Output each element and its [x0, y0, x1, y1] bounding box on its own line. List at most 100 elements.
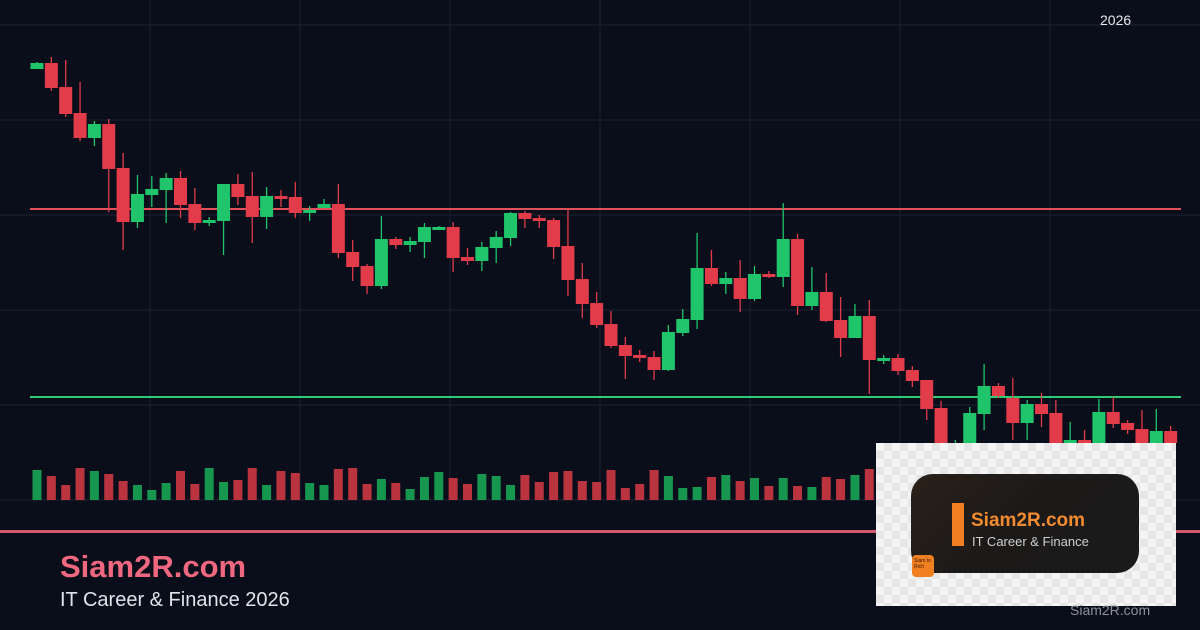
candle-body [805, 292, 819, 306]
volume-bar [147, 490, 157, 500]
candle-body [1164, 431, 1178, 443]
candle-body [44, 63, 58, 88]
volume-bar [276, 471, 286, 500]
logo-card: Siam2R.com IT Career & Finance [911, 474, 1139, 573]
candle-body [1020, 404, 1034, 423]
candle-body [73, 113, 87, 138]
candle-body [260, 196, 274, 217]
volume-bar [549, 472, 559, 500]
candle-body [245, 196, 259, 217]
candle-body [1135, 429, 1149, 443]
candle-body [905, 370, 919, 381]
volume-bar [333, 469, 343, 500]
logo-name: Siam2R.com [971, 510, 1086, 531]
volume-bar [606, 470, 616, 500]
volume-bar [132, 485, 142, 500]
candle-body [1063, 440, 1077, 443]
volume-bar [635, 484, 645, 500]
candle-body [590, 303, 604, 325]
candle-body [604, 324, 618, 346]
volume-bar [434, 472, 444, 500]
candle-body [618, 345, 632, 356]
candle-body [389, 239, 403, 245]
volume-bar [850, 475, 860, 500]
candle-body [561, 246, 575, 280]
volume-bar [721, 475, 731, 500]
candle-body [819, 292, 833, 321]
volume-bar [46, 476, 56, 500]
candle-body [704, 268, 718, 284]
volume-bar [233, 480, 243, 500]
candle-body [647, 357, 661, 370]
volume-bar [592, 482, 602, 500]
candle-body [159, 178, 173, 190]
candle-body [417, 227, 431, 242]
volume-bar [75, 468, 85, 500]
volume-bar [506, 485, 516, 500]
candle-body [733, 278, 747, 299]
volume-bar [577, 481, 587, 500]
candle-body [231, 184, 245, 197]
year-label: 2026 [1100, 12, 1132, 28]
logo-image: Siam2R.com IT Career & Finance Siam to R… [876, 443, 1176, 606]
candle-body [1121, 423, 1135, 430]
candle-body [877, 358, 891, 361]
logo-bar-mark [952, 503, 964, 546]
candle-body [963, 413, 977, 450]
candle-body [891, 358, 905, 371]
candle-body [446, 227, 460, 258]
candle-body [1006, 398, 1020, 423]
volume-bar [750, 478, 759, 500]
candle-body [934, 408, 948, 450]
volume-bar [663, 476, 673, 500]
candle-body [862, 316, 876, 360]
volume-bar [348, 468, 358, 500]
candle-body [59, 87, 73, 114]
candle-body [403, 241, 417, 245]
volume-bar [620, 488, 630, 500]
volume-bar [764, 486, 774, 500]
candle-body [719, 278, 733, 284]
candle-body [748, 274, 761, 299]
candle-body [633, 355, 647, 358]
candle-body [1092, 412, 1106, 443]
candle-body [274, 196, 288, 199]
candle-body [1106, 412, 1120, 424]
candle-body [1078, 440, 1092, 443]
candle-body [475, 247, 489, 261]
candle-body [432, 227, 446, 230]
volume-bar [290, 473, 300, 500]
candle-body [461, 257, 474, 261]
volume-bar [807, 487, 817, 500]
candle-body [776, 239, 790, 277]
candle-body [991, 386, 1005, 396]
candle-body [317, 204, 331, 208]
volume-bar [305, 483, 315, 500]
candle-body [217, 184, 231, 221]
candle-body [504, 213, 518, 238]
volume-bar [864, 469, 874, 500]
volume-bar [104, 474, 114, 500]
volume-bar [405, 489, 415, 500]
candle-body [30, 63, 44, 69]
volume-bar [692, 487, 702, 500]
candle-body [1149, 431, 1163, 443]
volume-bar [247, 468, 257, 500]
accent-divider [0, 530, 1200, 533]
volume-bar [649, 470, 659, 500]
volume-bar [32, 470, 42, 500]
volume-bar [534, 482, 544, 500]
volume-bar [778, 478, 788, 500]
volume-bar [836, 479, 846, 500]
candle-body [547, 220, 561, 247]
volume-bar [204, 468, 214, 500]
volume-bar [219, 482, 229, 500]
candle-body [145, 189, 159, 195]
candle-body [532, 218, 546, 221]
candle-body [676, 319, 690, 333]
candle-body [116, 168, 130, 222]
candle-body [102, 124, 116, 169]
candle-body [791, 239, 805, 306]
volume-bar [448, 478, 458, 500]
